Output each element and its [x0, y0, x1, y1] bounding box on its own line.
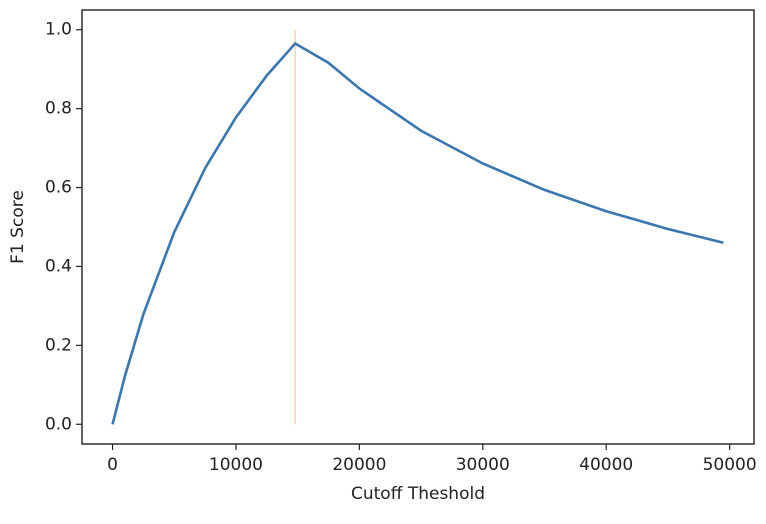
y-tick-label: 0.4 [45, 256, 72, 276]
x-tick-label: 10000 [209, 455, 263, 475]
plot-frame [81, 9, 755, 445]
x-tick-label: 40000 [579, 455, 633, 475]
y-axis-label: F1 Score [8, 190, 28, 264]
y-tick-label: 0.0 [45, 414, 72, 434]
x-tick-label: 50000 [703, 455, 757, 475]
x-axis-label: Cutoff Theshold [351, 484, 485, 504]
y-tick-label: 1.0 [45, 20, 72, 40]
x-tick-label: 20000 [332, 455, 386, 475]
x-tick-label: 30000 [456, 455, 510, 475]
x-tick-label: 0 [107, 455, 118, 475]
y-tick-label: 0.6 [45, 178, 72, 198]
y-tick-label: 0.2 [45, 335, 72, 355]
y-tick-label: 0.8 [45, 99, 72, 119]
series-line [111, 41, 724, 425]
